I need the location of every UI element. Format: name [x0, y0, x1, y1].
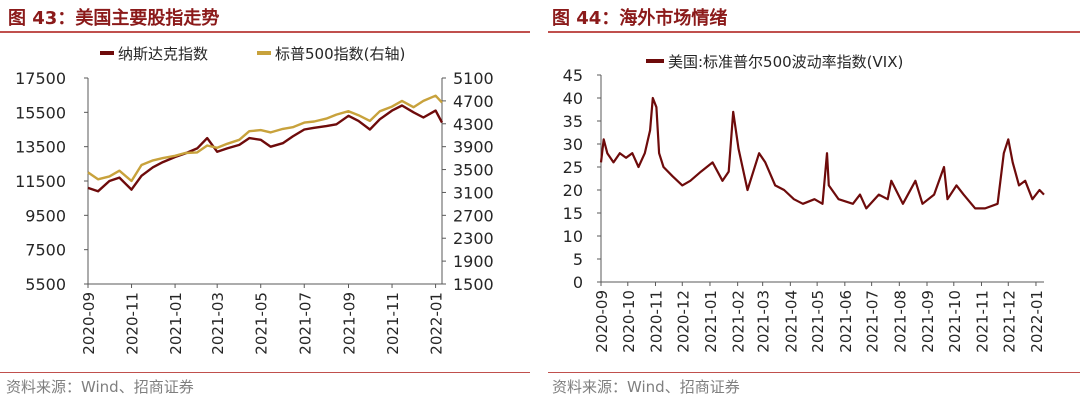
x-tick-label: 2021-03	[755, 290, 773, 353]
y-tick-label: 40	[563, 89, 583, 108]
y-tick-label: 0	[573, 273, 583, 292]
x-tick-label: 2021-07	[864, 290, 882, 353]
right-y-tick-label: 5100	[453, 69, 494, 88]
nasdaq-line	[87, 104, 444, 193]
y-tick-label: 30	[563, 135, 583, 154]
y-tick-label: 10	[563, 227, 583, 246]
x-tick-label: 2021-09	[341, 292, 359, 355]
left-y-tick-label: 13500	[15, 138, 66, 157]
right-y-tick-label: 3500	[453, 161, 494, 180]
left-y-tick-label: 11500	[15, 172, 66, 191]
x-tick-label: 2021-01	[167, 292, 185, 355]
x-tick-label: 2021-02	[730, 290, 748, 353]
left-y-tick-label: 5500	[25, 275, 66, 294]
x-tick-label: 2021-07	[296, 292, 314, 355]
figure-44-bottom-rule	[548, 372, 1080, 373]
x-tick-label: 2021-04	[782, 290, 800, 353]
left-y-tick-label: 7500	[25, 241, 66, 260]
x-tick-label: 2021-09	[919, 290, 937, 353]
figure-44-source: 资料来源：Wind、招商证券	[552, 378, 740, 396]
x-tick-label: 2020-12	[674, 290, 692, 353]
y-tick-label: 5	[573, 250, 583, 269]
x-tick-label: 2020-09	[593, 290, 611, 353]
right-y-tick-label: 2300	[453, 229, 494, 248]
x-tick-label: 2021-10	[946, 290, 964, 353]
x-tick-label: 2021-06	[837, 290, 855, 353]
x-tick-label: 2021-08	[891, 290, 909, 353]
figure-43-title-rule	[0, 31, 530, 33]
left-y-tick-label: 17500	[15, 69, 66, 88]
right-y-tick-label: 3900	[453, 138, 494, 157]
y-tick-label: 25	[563, 158, 583, 177]
x-tick-label: 2021-05	[253, 292, 271, 355]
sp500-line	[87, 94, 443, 183]
legend-label: 标普500指数(右轴)	[275, 45, 405, 63]
x-tick-label: 2020-09	[80, 292, 98, 355]
x-tick-label: 2022-01	[428, 292, 446, 355]
x-tick-label: 2021-05	[809, 290, 827, 353]
figure-44-title-rule	[548, 31, 1080, 33]
figure-44-title: 图 44：海外市场情绪	[552, 8, 728, 29]
right-y-tick-label: 4700	[453, 92, 494, 111]
figure-43-source: 资料来源：Wind、招商证券	[6, 378, 194, 396]
right-y-tick-label: 1500	[453, 275, 494, 294]
right-y-tick-label: 3100	[453, 183, 494, 202]
x-tick-label: 2021-12	[1000, 290, 1018, 353]
right-y-tick-label: 2700	[453, 206, 494, 225]
x-tick-label: 2022-01	[1028, 290, 1046, 353]
y-tick-label: 45	[563, 66, 583, 85]
left-y-tick-label: 15500	[15, 103, 66, 122]
y-tick-label: 20	[563, 181, 583, 200]
x-tick-label: 2021-03	[209, 292, 227, 355]
x-tick-label: 2020-11	[647, 290, 665, 353]
x-tick-label: 2020-11	[124, 292, 142, 355]
right-y-tick-label: 4300	[453, 115, 494, 134]
legend-label: 美国:标准普尔500波动率指数(VIX)	[668, 53, 903, 71]
figure-43-title: 图 43：美国主要股指走势	[8, 8, 220, 29]
vix-line	[599, 96, 1045, 210]
left-y-tick-label: 9500	[25, 206, 66, 225]
figure-43-bottom-rule	[0, 372, 530, 373]
x-tick-label: 2021-11	[973, 290, 991, 353]
y-tick-label: 35	[563, 112, 583, 131]
right-y-tick-label: 1900	[453, 252, 494, 271]
x-tick-label: 2021-01	[702, 290, 720, 353]
x-tick-label: 2021-11	[384, 292, 402, 355]
x-tick-label: 2020-10	[620, 290, 638, 353]
legend-label: 纳斯达克指数	[118, 45, 208, 63]
y-tick-label: 15	[563, 204, 583, 223]
